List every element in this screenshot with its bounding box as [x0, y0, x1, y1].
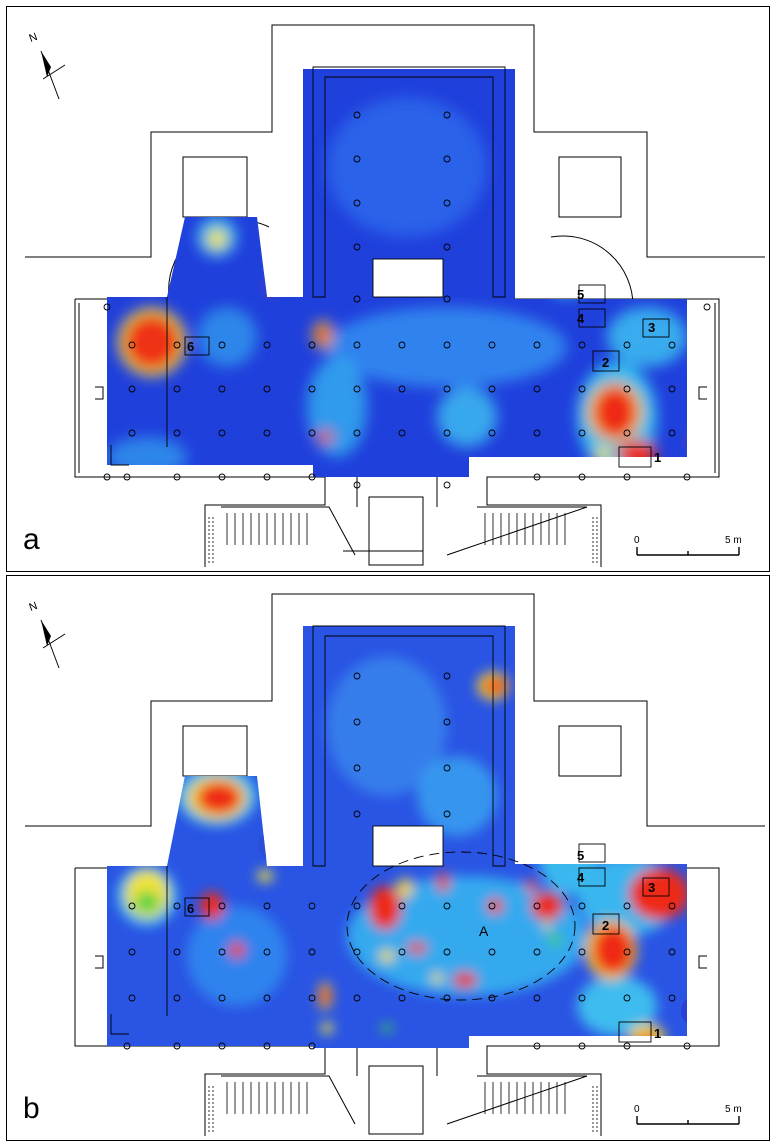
- north-label: N: [28, 600, 40, 614]
- zone-labels-b: 1 2 3 4 5 6 A: [187, 848, 661, 1041]
- stairs: [208, 513, 598, 563]
- panel-letter-b: b: [23, 1092, 40, 1125]
- zone-label-5: 5: [577, 287, 584, 302]
- map-panel-a: N 1 2 3 4 5 6 0 5 m: [25, 24, 765, 567]
- north-arrow-b: N: [28, 600, 66, 669]
- inner-walls: [110, 66, 670, 468]
- scale-bar-b: 0 5 m: [634, 1104, 742, 1125]
- stairs-b: [208, 1082, 598, 1132]
- column-markers-b: [123, 672, 691, 1050]
- scale-end-label: 5 m: [725, 535, 742, 546]
- scale-start-label: 0: [634, 1104, 640, 1115]
- column-markers: [103, 111, 711, 489]
- zone-label-6: 6: [187, 339, 194, 354]
- zone-label-5: 5: [577, 848, 584, 863]
- zone-label-2: 2: [602, 355, 609, 370]
- inner-walls-b: [110, 625, 670, 1043]
- region-a-outline: [346, 851, 576, 1001]
- building-outline: [25, 24, 765, 567]
- panel-a: N 1 2 3 4 5 6 0 5 m a: [6, 6, 770, 572]
- zone-label-4: 4: [577, 870, 585, 885]
- scale-bar: 0 5 m: [634, 535, 742, 556]
- zone-label-6: 6: [187, 901, 194, 916]
- zone-label-3: 3: [648, 880, 655, 895]
- zone-label-1: 1: [654, 450, 661, 465]
- region-label-a: A: [479, 923, 489, 939]
- zone-label-1: 1: [654, 1026, 661, 1041]
- north-label: N: [28, 31, 40, 45]
- north-arrow: N: [28, 31, 66, 100]
- panel-b: N 1 2 3 4 5 6 A 0 5 m b: [6, 575, 770, 1141]
- zone-label-2: 2: [602, 918, 609, 933]
- panel-letter-a: a: [23, 523, 40, 556]
- zone-label-3: 3: [648, 320, 655, 335]
- zone-labels: 1 2 3 4 5 6: [187, 287, 661, 465]
- zone-label-4: 4: [577, 311, 585, 326]
- scale-end-label: 5 m: [725, 1104, 742, 1115]
- map-panel-b: N 1 2 3 4 5 6 A 0 5 m: [25, 593, 765, 1136]
- scale-start-label: 0: [634, 535, 640, 546]
